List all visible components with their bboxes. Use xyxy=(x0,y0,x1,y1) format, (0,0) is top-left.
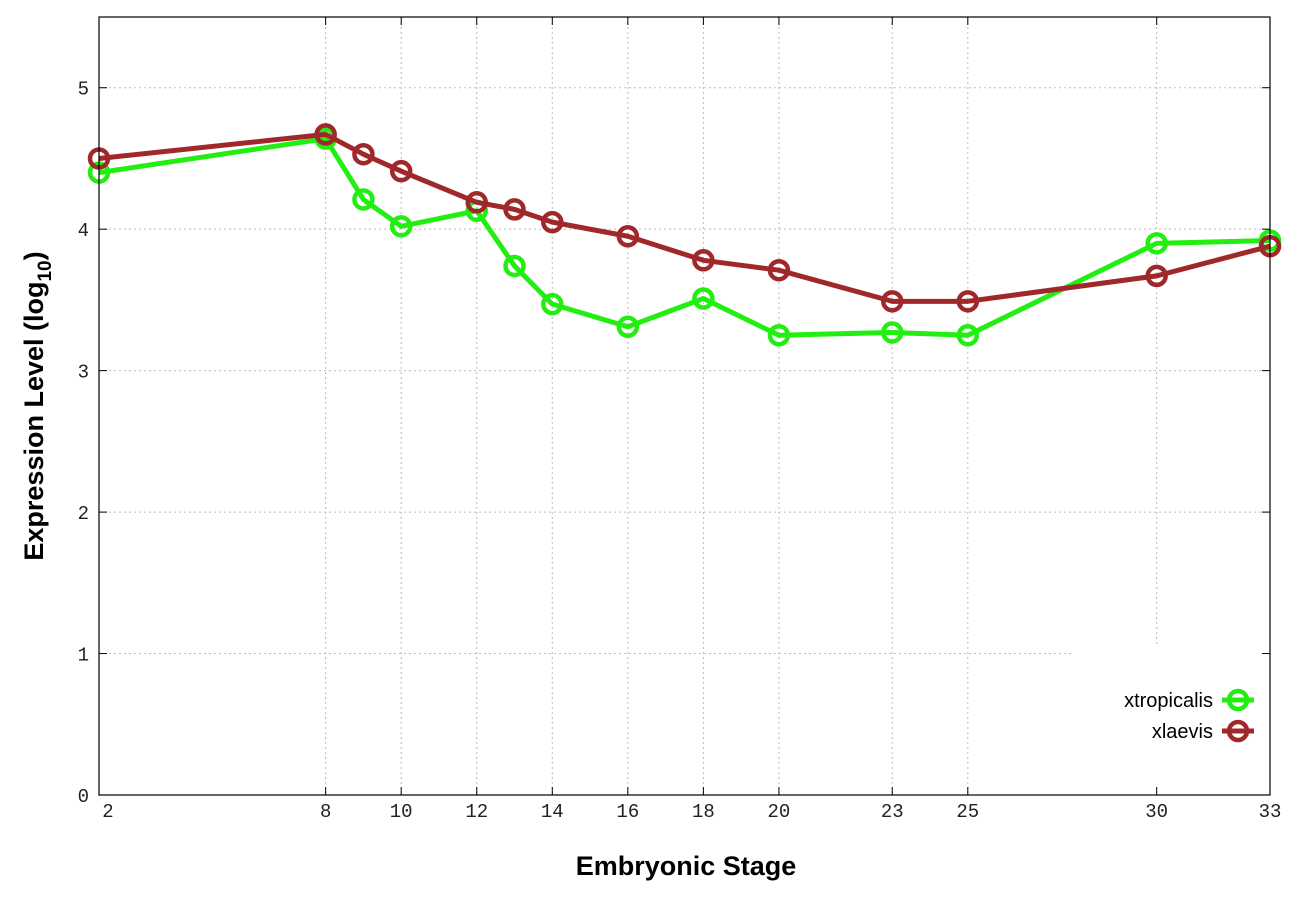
data-point-xlaevis xyxy=(692,249,715,272)
x-tick-label: 8 xyxy=(320,801,331,823)
data-point-xlaevis xyxy=(1145,264,1168,288)
data-point-xtropicalis xyxy=(956,324,980,347)
data-point-xlaevis xyxy=(465,191,488,214)
data-point-xlaevis xyxy=(541,210,564,234)
x-tick-label: 10 xyxy=(390,801,413,823)
data-point-xlaevis xyxy=(767,258,791,282)
data-point-xtropicalis xyxy=(881,321,904,344)
x-tick-label: 16 xyxy=(616,801,639,823)
data-point-xlaevis xyxy=(616,225,640,248)
legend: xtropicalis xlaevis xyxy=(1124,688,1254,743)
data-point-xtropicalis xyxy=(692,287,715,310)
legend-label-xlaevis: xlaevis xyxy=(1152,721,1213,743)
data-point-xlaevis xyxy=(314,123,337,146)
data-point-xlaevis xyxy=(881,290,904,313)
y-tick-label: 5 xyxy=(78,79,89,101)
data-point-xtropicalis xyxy=(767,324,791,347)
legend-marker-xtropicalis xyxy=(1226,688,1250,712)
x-axis-label: Embryonic Stage xyxy=(576,851,797,881)
x-tick-label: 14 xyxy=(541,801,564,823)
y-tick-label: 3 xyxy=(78,362,89,384)
x-tick-label: 2 xyxy=(102,801,113,823)
data-point-xtropicalis xyxy=(616,315,640,339)
x-tick-label: 30 xyxy=(1145,801,1168,823)
y-axis-label: Expression Level (log10) xyxy=(19,251,56,560)
plot-frame xyxy=(98,16,1271,796)
x-tick-label: 25 xyxy=(956,801,979,823)
y-tick-label: 2 xyxy=(78,503,89,525)
legend-label-xtropicalis: xtropicalis xyxy=(1124,690,1213,712)
legend-background xyxy=(1073,645,1269,794)
y-tick-label: 0 xyxy=(78,786,89,808)
data-point-xtropicalis xyxy=(1145,232,1168,255)
data-point-xtropicalis xyxy=(541,292,564,316)
x-tick-label: 23 xyxy=(881,801,904,823)
x-tick-label: 33 xyxy=(1259,801,1282,823)
data-point-xtropicalis xyxy=(352,188,375,211)
x-tick-label: 18 xyxy=(692,801,715,823)
series-line-xtropicalis xyxy=(98,136,1271,338)
data-point-xlaevis xyxy=(956,290,980,313)
x-tick-label: 20 xyxy=(768,801,791,823)
y-tick-label: 1 xyxy=(78,645,89,667)
data-point-xlaevis xyxy=(503,198,526,221)
data-point-xtropicalis xyxy=(503,254,526,278)
data-point-xtropicalis xyxy=(389,215,413,238)
data-point-xlaevis xyxy=(389,159,413,183)
y-tick-label: 4 xyxy=(78,220,89,242)
series-layer xyxy=(87,123,1282,347)
legend-marker-xlaevis xyxy=(1226,719,1250,743)
x-tick-label: 12 xyxy=(465,801,488,823)
data-point-xlaevis xyxy=(352,142,375,166)
